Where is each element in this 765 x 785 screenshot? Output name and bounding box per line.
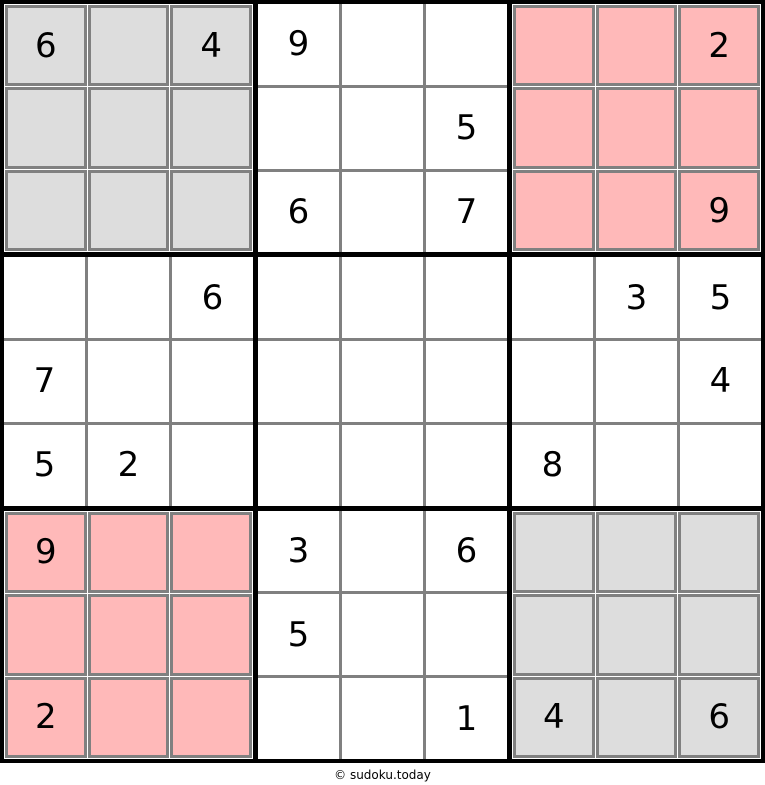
cell-r9c9[interactable]: 6 xyxy=(678,676,760,758)
cell-r6c6[interactable] xyxy=(426,424,507,506)
cell-r2c1[interactable] xyxy=(5,87,87,169)
cell-r4c7[interactable] xyxy=(512,257,593,339)
cell-r4c4[interactable] xyxy=(258,257,339,339)
cell-r8c1[interactable] xyxy=(5,594,87,676)
cell-r7c4[interactable]: 3 xyxy=(258,510,339,592)
cell-r3c6[interactable]: 7 xyxy=(426,171,507,253)
cell-r9c5[interactable] xyxy=(342,678,423,759)
cell-r1c8[interactable] xyxy=(595,5,678,87)
cell-r4c9[interactable]: 5 xyxy=(680,257,761,339)
cell-r6c1[interactable]: 5 xyxy=(4,424,85,506)
cell-r4c6[interactable] xyxy=(426,257,507,339)
cell-r7c7[interactable] xyxy=(513,511,595,594)
cell-r2c9[interactable] xyxy=(678,87,760,169)
cell-r2c2[interactable] xyxy=(87,87,170,169)
cell-r9c8[interactable] xyxy=(595,676,678,758)
cell-r3c8[interactable] xyxy=(595,169,678,252)
cell-r8c5[interactable] xyxy=(342,594,423,676)
cell-r8c2[interactable] xyxy=(87,594,170,676)
cell-r1c2[interactable] xyxy=(87,5,170,87)
cell-r3c9[interactable]: 9 xyxy=(678,169,760,252)
cell-r9c1[interactable]: 2 xyxy=(5,676,87,758)
cell-r2c8[interactable] xyxy=(595,87,678,169)
cell-r8c8[interactable] xyxy=(595,594,678,676)
cell-r6c7[interactable]: 8 xyxy=(512,424,593,506)
cell-r8c7[interactable] xyxy=(513,594,595,676)
cell-r6c4[interactable] xyxy=(258,424,339,506)
cell-r8c6[interactable] xyxy=(426,594,507,676)
cell-r8c3[interactable] xyxy=(170,594,252,676)
cell-r2c4[interactable] xyxy=(258,87,339,169)
cell-r4c8[interactable]: 3 xyxy=(596,257,677,339)
cell-r2c3[interactable] xyxy=(170,87,252,169)
cell-r4c5[interactable] xyxy=(342,257,423,339)
cell-r1c7[interactable] xyxy=(513,5,595,87)
cell-r5c8[interactable] xyxy=(596,341,677,422)
cell-r1c6[interactable] xyxy=(426,4,507,85)
cell-r5c4[interactable] xyxy=(258,341,339,422)
cell-r1c5[interactable] xyxy=(342,4,423,85)
cell-r3c7[interactable] xyxy=(513,169,595,252)
cell-r7c2[interactable] xyxy=(87,511,170,594)
cell-r1c3[interactable]: 4 xyxy=(170,5,252,87)
box-1-2: 9 5 6 7 xyxy=(258,4,507,253)
cell-r4c3[interactable]: 6 xyxy=(172,257,253,339)
cell-r6c9[interactable] xyxy=(680,424,761,506)
copyright-text: © sudoku.today xyxy=(334,768,431,782)
cell-r2c7[interactable] xyxy=(513,87,595,169)
cell-r5c1[interactable]: 7 xyxy=(4,341,85,422)
cell-r9c4[interactable] xyxy=(258,678,339,759)
cell-r7c5[interactable] xyxy=(342,510,423,592)
cell-r1c9[interactable]: 2 xyxy=(678,5,760,87)
cell-r7c3[interactable] xyxy=(170,511,252,594)
cell-r9c6[interactable]: 1 xyxy=(426,678,507,759)
cell-r6c8[interactable] xyxy=(596,424,677,506)
cell-r8c9[interactable] xyxy=(678,594,760,676)
cell-r4c2[interactable] xyxy=(88,257,169,339)
cell-r9c7[interactable]: 4 xyxy=(513,676,595,758)
cell-r1c1[interactable]: 6 xyxy=(5,5,87,87)
cell-r2c5[interactable] xyxy=(342,87,423,169)
cell-r6c2[interactable]: 2 xyxy=(88,424,169,506)
cell-r7c6[interactable]: 6 xyxy=(426,510,507,592)
cell-r5c7[interactable] xyxy=(512,341,593,422)
cell-r3c3[interactable] xyxy=(170,169,252,252)
cell-r5c6[interactable] xyxy=(426,341,507,422)
cell-r5c5[interactable] xyxy=(342,341,423,422)
cell-r7c9[interactable] xyxy=(678,511,760,594)
cell-r1c4[interactable]: 9 xyxy=(258,4,339,85)
cell-r5c2[interactable] xyxy=(88,341,169,422)
cell-r3c5[interactable] xyxy=(342,171,423,253)
cell-r8c4[interactable]: 5 xyxy=(258,594,339,676)
cell-r6c5[interactable] xyxy=(342,424,423,506)
cell-r7c8[interactable] xyxy=(595,511,678,594)
footer: © sudoku.today xyxy=(0,763,765,785)
cell-r9c2[interactable] xyxy=(87,676,170,758)
cell-r3c4[interactable]: 6 xyxy=(258,171,339,253)
cell-r5c3[interactable] xyxy=(172,341,253,422)
cell-r7c1[interactable]: 9 xyxy=(5,511,87,594)
box-3-2: 3 6 5 1 xyxy=(258,510,507,759)
box-2-2 xyxy=(258,257,507,506)
cell-r2c6[interactable]: 5 xyxy=(426,87,507,169)
cell-r5c9[interactable]: 4 xyxy=(680,341,761,422)
cell-r3c2[interactable] xyxy=(87,169,170,252)
cell-r6c3[interactable] xyxy=(172,424,253,506)
cell-r9c3[interactable] xyxy=(170,676,252,758)
cell-r4c1[interactable] xyxy=(4,257,85,339)
cell-r3c1[interactable] xyxy=(5,169,87,252)
